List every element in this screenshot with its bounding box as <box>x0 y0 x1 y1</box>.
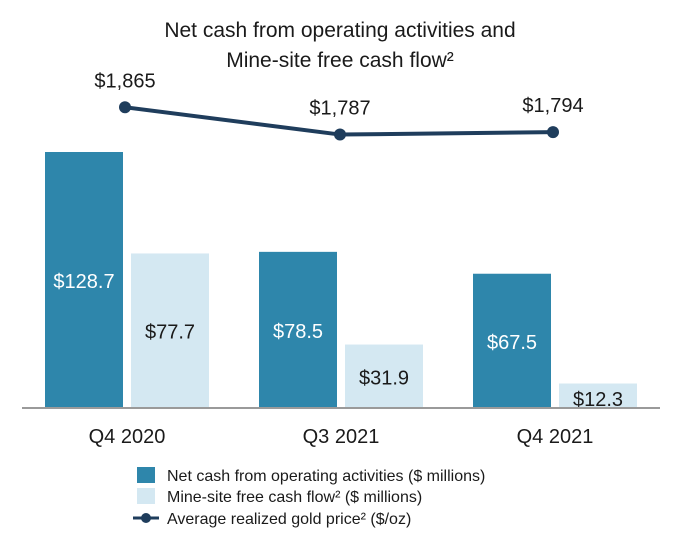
x-tick-label-2: Q4 2021 <box>517 426 594 448</box>
x-tick-label-1: Q3 2021 <box>303 426 380 448</box>
bar-net-cash-0 <box>45 152 123 408</box>
bar-free-cash-0 <box>131 253 209 408</box>
legend: Net cash from operating activities ($ mi… <box>133 467 485 528</box>
legend-swatch-0 <box>137 467 155 483</box>
bar-free-cash-1 <box>345 344 423 408</box>
gold-price-line-group: $1,865 $1,787 $1,794 <box>94 70 584 141</box>
gold-price-point-1 <box>334 128 346 141</box>
bar-net-cash-1 <box>259 251 337 408</box>
bar-label-free-cash-0: $77.7 <box>145 322 195 344</box>
bar-free-cash-2 <box>559 383 637 408</box>
bar-label-net-cash-2: $67.5 <box>487 332 537 354</box>
bar-label-free-cash-2: $12.3 <box>573 389 623 411</box>
gold-price-point-2 <box>547 126 559 139</box>
chart-title-line-2: Mine-site free cash flow² <box>226 49 454 72</box>
bar-net-cash-2 <box>473 273 551 408</box>
gold-price-label-0: $1,865 <box>94 70 155 92</box>
chart-title-line-1: Net cash from operating activities and <box>164 19 515 42</box>
x-tick-label-0: Q4 2020 <box>89 426 166 448</box>
legend-label-0: Net cash from operating activities ($ mi… <box>167 468 485 485</box>
bar-group: $128.7 $78.5 $67.5 $77.7 $31.9 $12.3 <box>45 152 637 411</box>
bar-label-free-cash-1: $31.9 <box>359 367 409 389</box>
legend-label-2: Average realized gold price² ($/oz) <box>167 511 411 528</box>
gold-price-point-0 <box>119 101 131 114</box>
legend-marker-2 <box>141 513 151 523</box>
bar-label-net-cash-0: $128.7 <box>53 271 114 293</box>
legend-swatch-1 <box>137 488 155 504</box>
gold-price-label-2: $1,794 <box>522 95 583 117</box>
legend-label-1: Mine-site free cash flow² ($ millions) <box>167 489 422 506</box>
bar-label-net-cash-1: $78.5 <box>273 321 323 343</box>
x-tick-labels: Q4 2020 Q3 2021 Q4 2021 <box>89 426 594 448</box>
gold-price-label-1: $1,787 <box>309 98 370 120</box>
